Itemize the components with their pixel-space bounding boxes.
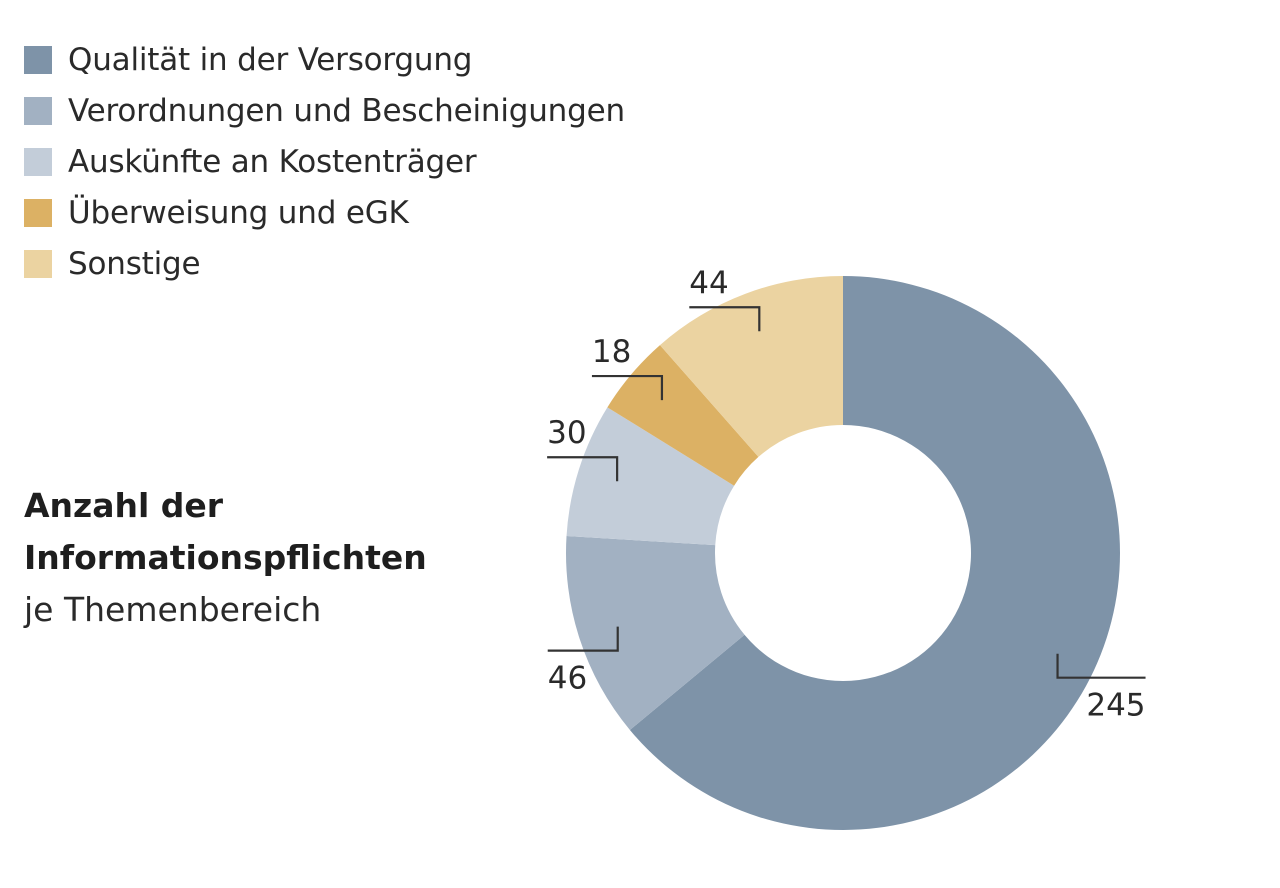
chart-title-line-1: Anzahl der bbox=[24, 486, 224, 525]
legend-swatch bbox=[24, 198, 52, 227]
chart-subtitle: je Themenbereich bbox=[24, 590, 322, 629]
chart-title-block: Anzahl der Informationspflichten je Them… bbox=[24, 480, 427, 636]
value-label-verordnungen: 46 bbox=[548, 661, 587, 697]
legend-item-qualitaet: Qualität in der Versorgung bbox=[24, 34, 625, 85]
leader-line bbox=[547, 456, 619, 482]
value-label-qualitaet: 245 bbox=[1086, 688, 1145, 724]
legend-swatch bbox=[24, 45, 52, 74]
slice-qualitaet bbox=[629, 276, 1120, 830]
leader-line bbox=[1056, 653, 1146, 679]
value-label-leaders bbox=[547, 306, 1146, 679]
legend-item-verordnungen: Verordnungen und Bescheinigungen bbox=[24, 85, 625, 136]
legend-label: Sonstige bbox=[68, 245, 201, 282]
leader-line bbox=[689, 306, 761, 332]
legend-swatch bbox=[24, 147, 52, 176]
legend-label: Überweisung und eGK bbox=[68, 194, 409, 231]
value-label-sonstige: 44 bbox=[689, 265, 728, 301]
value-label-ueberweisung: 18 bbox=[592, 334, 631, 370]
legend-item-auskuenfte: Auskünfte an Kostenträger bbox=[24, 136, 625, 187]
leader-line bbox=[547, 626, 619, 652]
slice-auskuenfte bbox=[566, 407, 735, 546]
slice-sonstige bbox=[659, 276, 843, 457]
donut-slices bbox=[565, 276, 1120, 830]
legend-label: Verordnungen und Bescheinigungen bbox=[68, 92, 625, 129]
legend-label: Qualität in der Versorgung bbox=[68, 41, 473, 78]
chart-title-line-2: Informationspflichten bbox=[24, 538, 427, 577]
legend-item-sonstige: Sonstige bbox=[24, 238, 625, 289]
chart-legend: Qualität in der Versorgung Verordnungen … bbox=[24, 34, 625, 289]
leader-line bbox=[591, 374, 664, 401]
legend-swatch bbox=[24, 249, 52, 278]
legend-item-ueberweisung: Überweisung und eGK bbox=[24, 187, 625, 238]
slice-verordnungen bbox=[565, 535, 745, 730]
slice-ueberweisung bbox=[607, 345, 759, 486]
legend-label: Auskünfte an Kostenträger bbox=[68, 143, 477, 180]
value-labels: 245 46 30 18 44 bbox=[547, 265, 1145, 723]
legend-swatch bbox=[24, 96, 52, 125]
value-label-auskuenfte: 30 bbox=[547, 415, 586, 451]
